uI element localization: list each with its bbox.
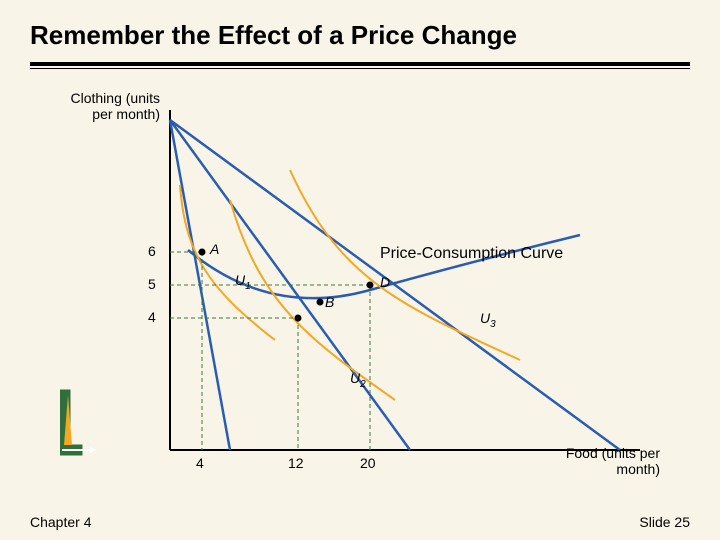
- slide: Remember the Effect of a Price Change: [0, 0, 720, 540]
- label-a: A: [210, 241, 219, 257]
- decorative-arrows: [60, 390, 96, 455]
- point-a: [199, 249, 206, 256]
- title-rule: [30, 62, 690, 66]
- ytick-5: 5: [148, 276, 156, 292]
- y-axis-label: Clothing (units per month): [55, 90, 160, 122]
- label-d: D: [380, 274, 390, 290]
- footer-chapter: Chapter 4: [30, 514, 91, 530]
- pcc-label: Price-Consumption Curve: [380, 245, 563, 263]
- indiff-u1: [180, 185, 275, 340]
- xtick-4: 4: [196, 455, 204, 471]
- label-b: B: [325, 294, 334, 310]
- ytick-6: 6: [148, 243, 156, 259]
- footer-slide: Slide 25: [639, 514, 690, 530]
- slide-title: Remember the Effect of a Price Change: [30, 20, 517, 51]
- xtick-12: 12: [288, 455, 304, 471]
- point-d: [367, 282, 374, 289]
- chart-area: Clothing (units per month) 6 5 4 4 12 20…: [60, 90, 660, 490]
- label-u2: U2: [350, 370, 366, 390]
- point-b: [317, 299, 324, 306]
- title-rule-thin: [30, 68, 690, 69]
- x-axis-label: Food (units per month): [550, 445, 660, 477]
- xtick-20: 20: [360, 455, 376, 471]
- label-u3: U3: [480, 310, 496, 330]
- label-u1: U1: [235, 272, 251, 292]
- point-b-extra: [295, 315, 302, 322]
- ytick-4: 4: [148, 309, 156, 325]
